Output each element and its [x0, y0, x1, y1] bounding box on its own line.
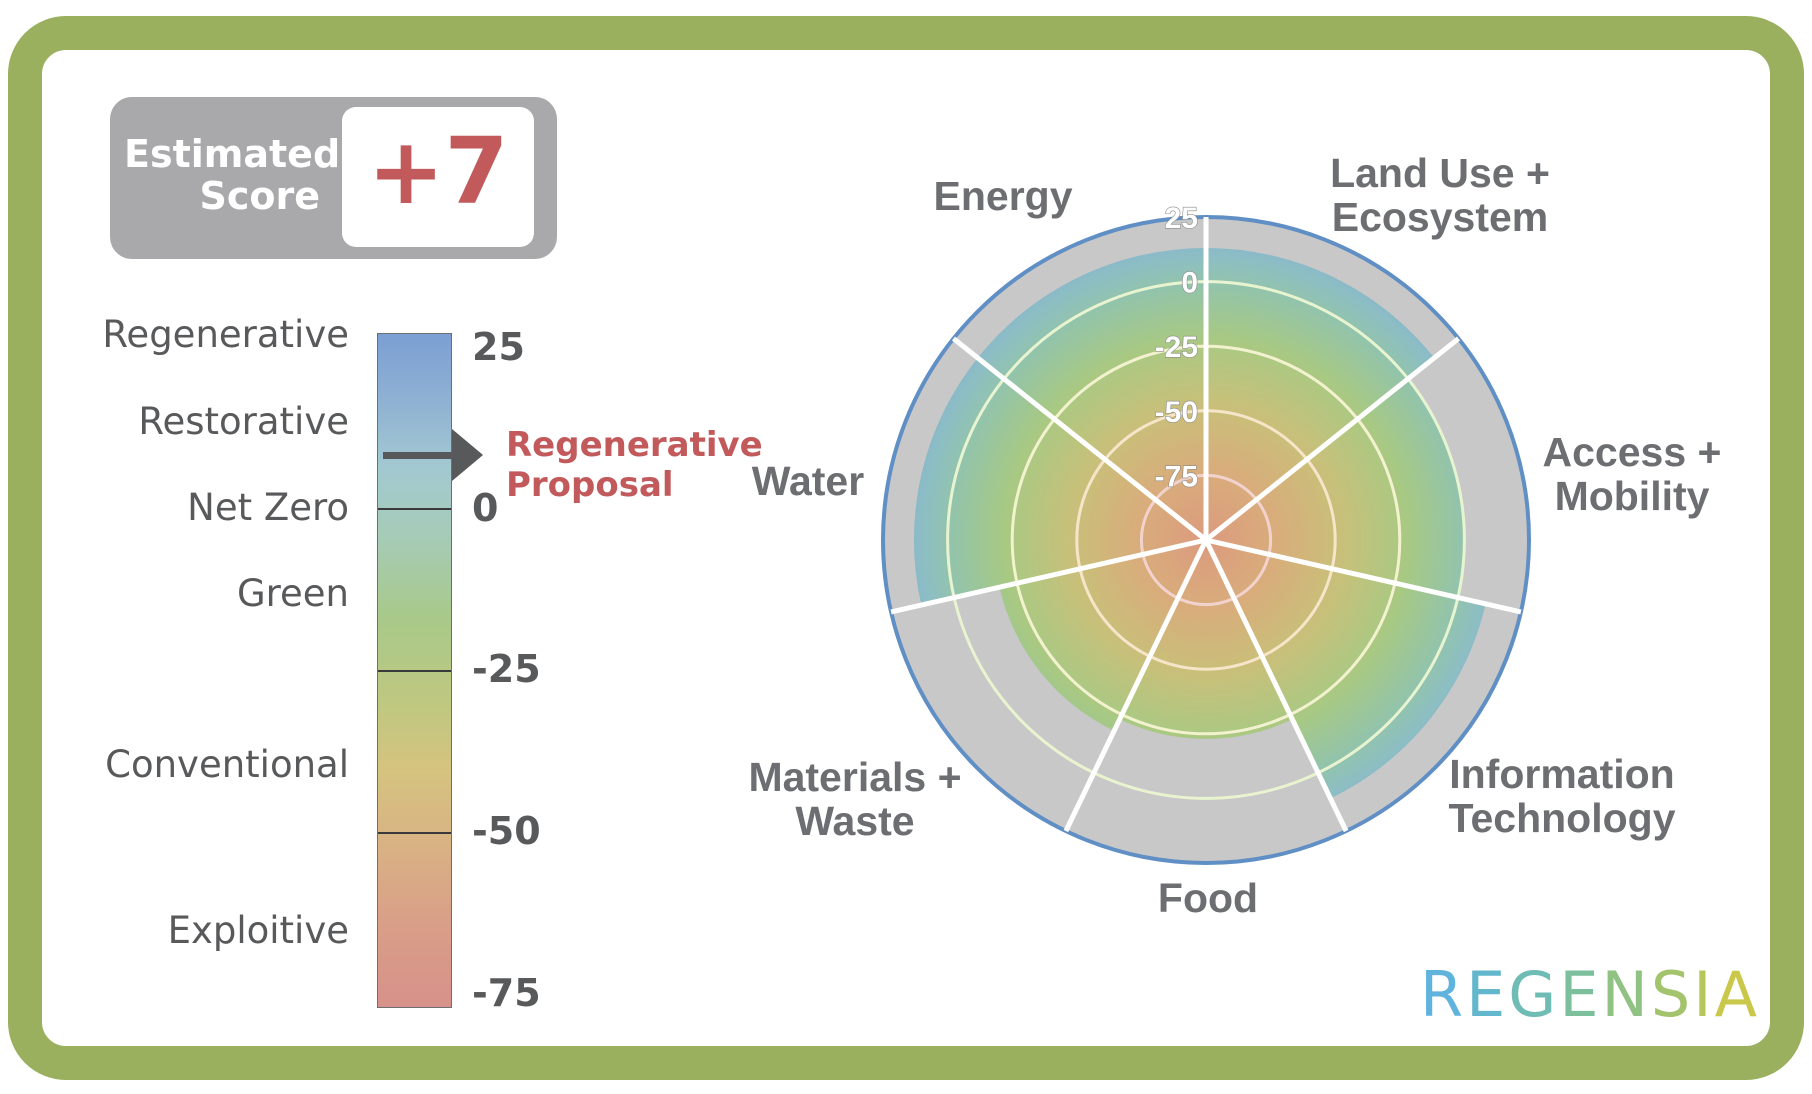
- regensia-logo-letter: E: [1466, 958, 1509, 1031]
- scale-tick-0: [378, 508, 451, 510]
- scale-label-25: 25: [472, 325, 525, 369]
- regensia-logo: REGENSIA: [1420, 960, 1760, 1030]
- radar-spokes: [890, 217, 1522, 833]
- estimated-score-label: Estimated Score: [124, 132, 341, 218]
- score-marker-arrow-icon: [452, 428, 483, 481]
- radar-sector-materials-waste: [999, 540, 1206, 731]
- radar-ring-label: -25: [1155, 331, 1198, 364]
- scale-category-regenerative: Regenerative: [102, 313, 349, 356]
- radar-spoke: [1203, 538, 1349, 833]
- scale-category-net-zero: Net Zero: [187, 486, 349, 529]
- sector-label-food: Food: [1158, 875, 1258, 921]
- scale-label-0: 0: [472, 486, 499, 530]
- radar-spoke: [951, 336, 1208, 542]
- regensia-logo-letter: N: [1601, 958, 1651, 1031]
- regensia-logo-letter: A: [1714, 958, 1760, 1031]
- scale-category-exploitive: Exploitive: [167, 909, 349, 952]
- score-scale-bar: [377, 333, 452, 1008]
- sector-label-land-use-line1: Land Use +: [1330, 150, 1550, 196]
- sector-label-info-tech-line1: Information: [1449, 751, 1674, 797]
- sector-label-materials-line2: Waste: [795, 798, 914, 844]
- radar-sector-water: [913, 357, 1206, 605]
- regensia-logo-letter: R: [1420, 958, 1467, 1031]
- sector-label-materials-line1: Materials +: [748, 754, 961, 800]
- estimated-score-box: Estimated Score +7: [110, 97, 557, 259]
- radar-ring-label: -75: [1155, 460, 1198, 493]
- sector-label-access-line1: Access +: [1543, 429, 1722, 475]
- radar-sector-information-technology: [1206, 540, 1486, 799]
- radar-sector-energy: [977, 248, 1206, 540]
- score-marker-label: Regenerative Proposal: [506, 425, 763, 505]
- scale-tick-minus-25: [378, 670, 451, 672]
- score-marker-line: [383, 451, 455, 459]
- radar-spoke: [1204, 336, 1461, 542]
- regensia-logo-letter: S: [1650, 958, 1694, 1031]
- radar-ring-labels: 25 0 -25 -50 -75: [1154, 201, 1199, 494]
- scale-category-conventional: Conventional: [105, 743, 349, 786]
- radar-spoke: [1063, 538, 1209, 833]
- estimated-score-label-line2: Score: [199, 174, 320, 218]
- estimated-score-label-line1: Estimated: [124, 132, 341, 176]
- regensia-logo-letter: I: [1693, 958, 1715, 1031]
- radar-sector-land-use-ecosystem: [1206, 248, 1435, 540]
- score-marker-label-line2: Proposal: [506, 465, 674, 505]
- sector-label-energy: Energy: [934, 173, 1073, 219]
- scale-label-minus-50: -50: [472, 809, 541, 853]
- sector-label-land-use-line2: Ecosystem: [1332, 194, 1549, 240]
- radar-sector-food: [1119, 540, 1293, 739]
- estimated-score-panel: +7: [342, 107, 534, 247]
- radar-spoke: [1205, 537, 1522, 615]
- radar-ring-label: -50: [1155, 396, 1198, 429]
- scale-category-green: Green: [236, 572, 349, 615]
- regensia-logo-letter: G: [1508, 958, 1560, 1031]
- scale-label-minus-75: -75: [472, 971, 541, 1015]
- scale-label-minus-25: -25: [472, 647, 541, 691]
- radar-ring-label: 25: [1165, 202, 1198, 235]
- radar-spoke: [890, 537, 1207, 615]
- sector-label-access-line2: Mobility: [1555, 473, 1710, 519]
- radar-ring-label: 0: [1181, 267, 1198, 300]
- scale-tick-minus-50: [378, 832, 451, 834]
- sector-label-info-tech-line2: Technology: [1448, 795, 1675, 841]
- regensia-logo-letter: E: [1559, 958, 1602, 1031]
- sector-label-water: Water: [752, 458, 864, 504]
- estimated-score-value: +7: [367, 118, 509, 225]
- score-marker-label-line1: Regenerative: [506, 425, 763, 465]
- scale-category-restorative: Restorative: [138, 400, 349, 443]
- radar-chart: 25 0 -25 -50 -75 Land Use + Ecosystem Access…: [748, 150, 1722, 921]
